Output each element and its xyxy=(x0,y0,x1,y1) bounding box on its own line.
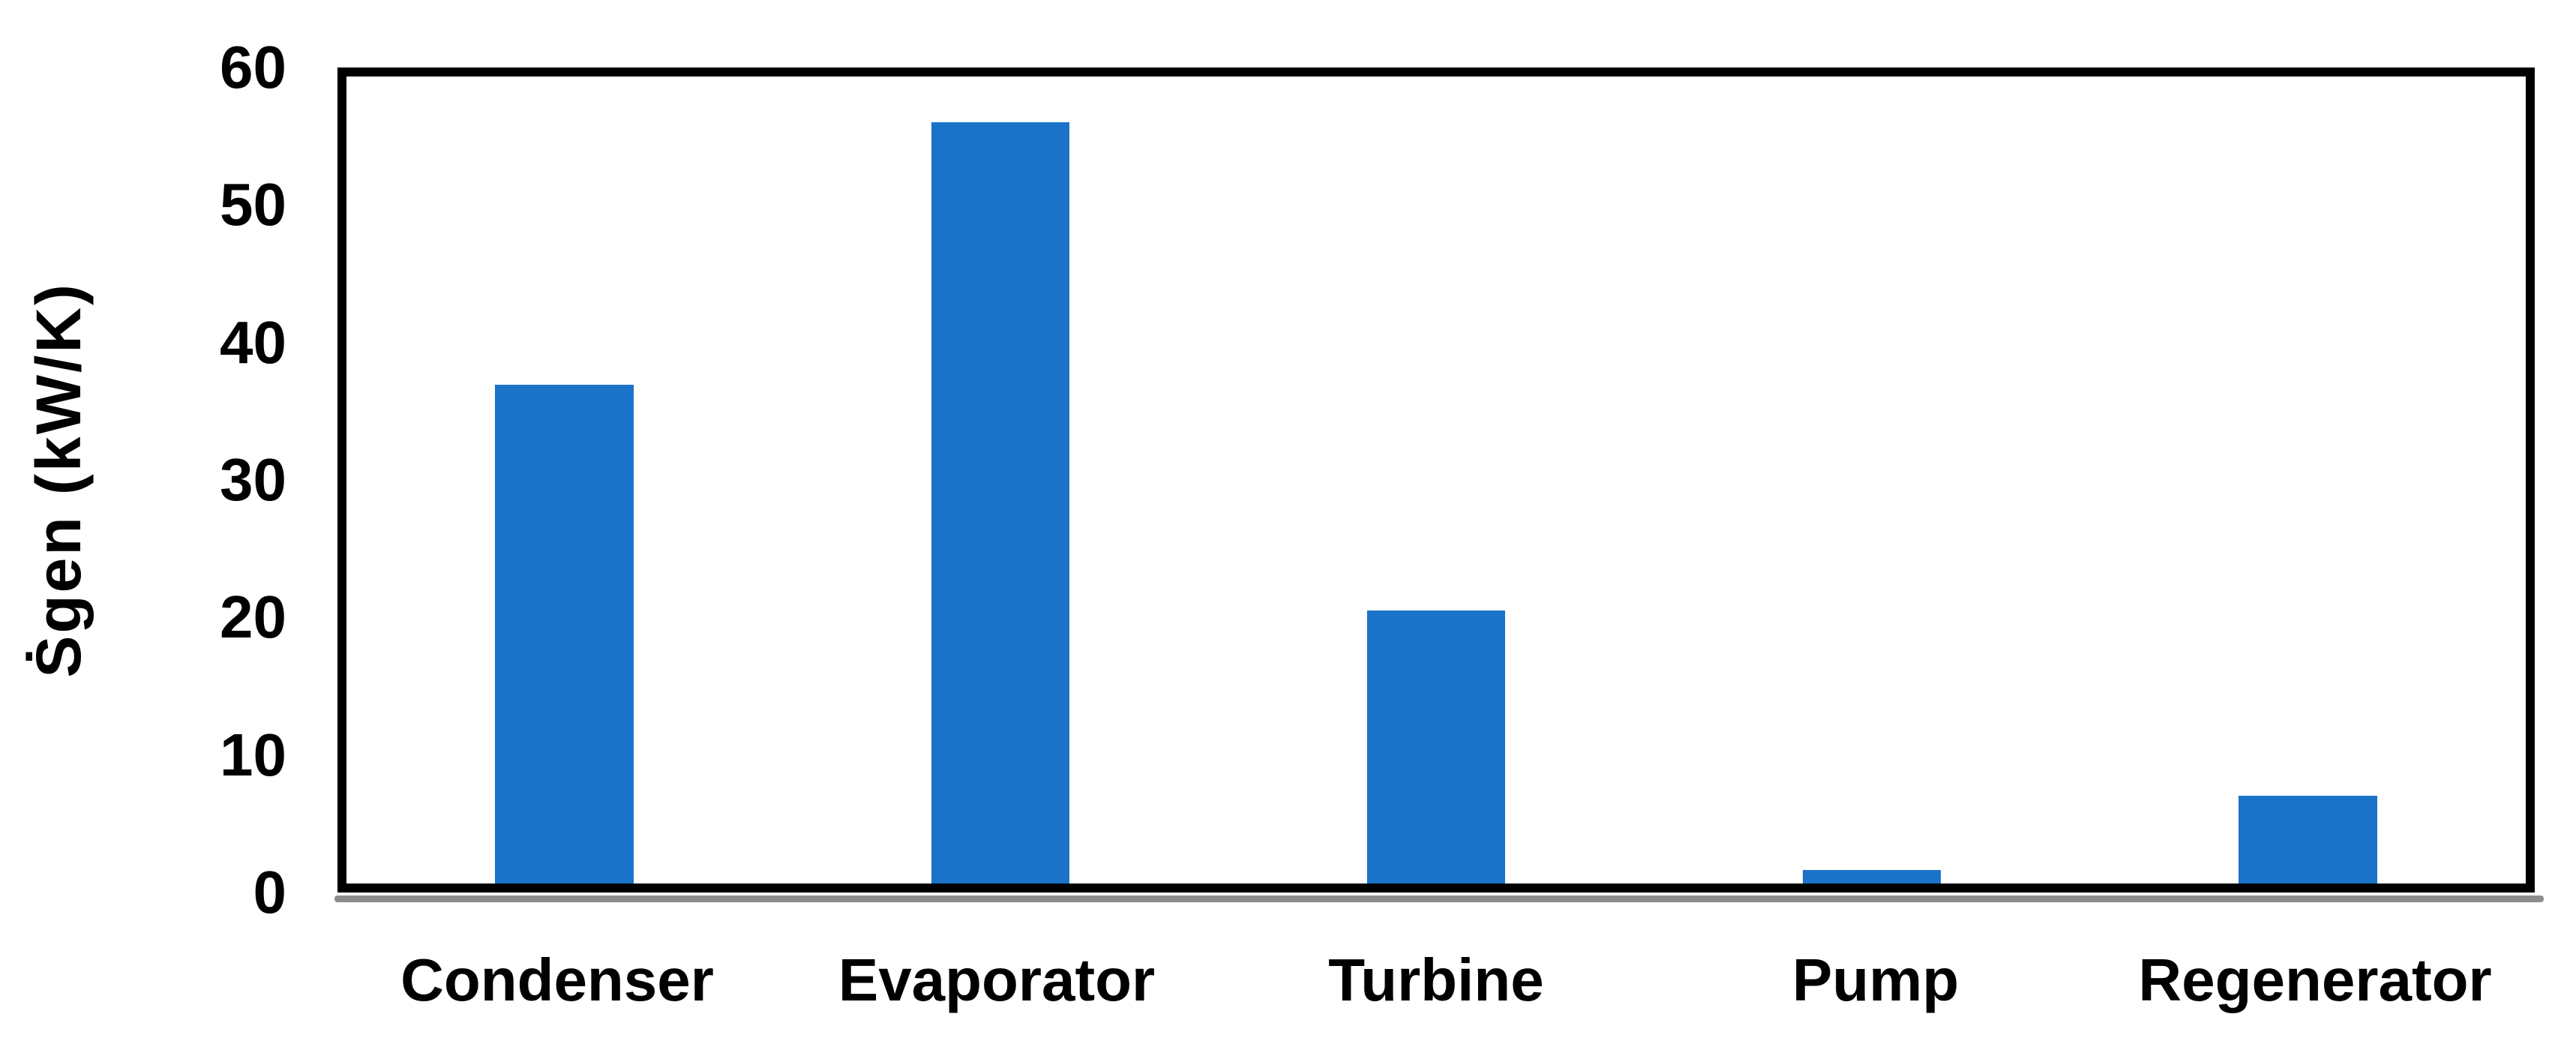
bars-container xyxy=(346,76,2526,884)
y-tick-label: 60 xyxy=(220,34,286,100)
x-tick-label: Regenerator xyxy=(2138,946,2492,1013)
bar-regenerator xyxy=(2239,796,2377,884)
y-axis-tick-labels: 0 10 20 30 40 50 60 xyxy=(0,38,286,922)
bar-slot xyxy=(1218,76,1654,884)
y-tick-label: 50 xyxy=(220,171,286,238)
bar-slot xyxy=(2090,76,2526,884)
x-tick-label: Pump xyxy=(1792,946,1960,1013)
bar-slot xyxy=(1654,76,2090,884)
y-tick-label: 30 xyxy=(220,446,286,513)
plot-area xyxy=(337,68,2535,892)
y-tick-label: 0 xyxy=(253,859,287,926)
bar-pump xyxy=(1803,870,1942,884)
x-tick-label: Condenser xyxy=(400,946,714,1013)
bar-evaporator xyxy=(931,122,1069,884)
x-tick-label: Evaporator xyxy=(838,946,1156,1013)
x-axis-labels: Condenser Evaporator Turbine Pump Regenerato… xyxy=(337,947,2535,1013)
bar-turbine xyxy=(1366,610,1506,884)
x-tick-label: Turbine xyxy=(1328,946,1544,1013)
y-tick-label: 20 xyxy=(220,584,286,651)
bar-slot xyxy=(782,76,1218,884)
y-tick-label: 40 xyxy=(220,308,286,376)
x-axis-shadow xyxy=(334,896,2544,902)
y-tick-label: 10 xyxy=(220,721,286,788)
bar-condenser xyxy=(495,384,634,884)
bar-slot xyxy=(346,76,782,884)
